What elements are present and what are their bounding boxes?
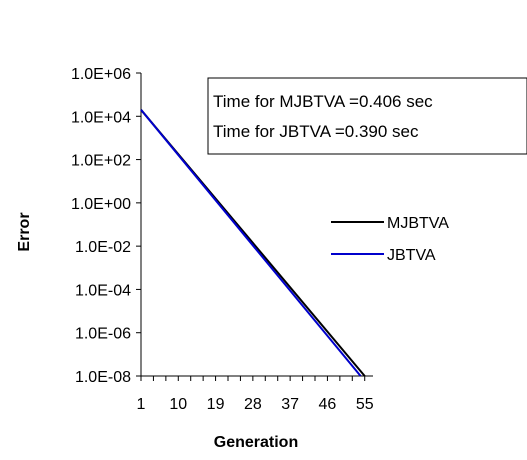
y-tick-label: 1.0E+00 [71,196,131,213]
legend-label-jbtva: JBTVA [387,247,436,264]
y-tick-label: 1.0E+02 [71,153,131,170]
y-tick-label: 1.0E-04 [75,282,131,299]
x-axis-title: Generation [214,434,298,451]
annotation-line-2: Time for JBTVA =0.390 sec [213,122,419,141]
x-tick-label: 55 [356,396,374,413]
annotation-box: Time for MJBTVA =0.406 sec Time for JBTV… [207,77,527,155]
series-group [140,109,366,377]
y-tick-label: 1.0E+04 [71,109,131,126]
y-ticks: 1.0E+06 1.0E+04 1.0E+02 1.0E+00 1.0E-02 1.0E-… [71,66,141,386]
y-axis-title: Error [16,212,33,251]
y-tick-label: 1.0E+06 [71,66,131,83]
y-tick-label: 1.0E-06 [75,326,131,343]
legend-label-mjbtva: MJBTVA [387,215,449,232]
y-axis: 1.0E+06 1.0E+04 1.0E+02 1.0E+00 1.0E-02 1.0E-… [71,66,142,386]
series-line-jbtva [140,109,362,377]
x-tick-label: 10 [169,396,187,413]
y-tick-label: 1.0E-08 [75,369,131,386]
x-axis: 1 10 19 28 37 46 55 [137,375,374,413]
x-tick-label: 46 [319,396,337,413]
x-tick-label: 1 [137,396,146,413]
annotation-border [207,77,527,155]
x-tick-label: 19 [207,396,225,413]
y-tick-label: 1.0E-02 [75,239,131,256]
legend: MJBTVA JBTVA [331,215,449,264]
x-ticks: 1 10 19 28 37 46 55 [137,376,374,413]
x-tick-label: 28 [244,396,262,413]
annotation-line-1: Time for MJBTVA =0.406 sec [213,92,433,111]
x-tick-label: 37 [281,396,299,413]
